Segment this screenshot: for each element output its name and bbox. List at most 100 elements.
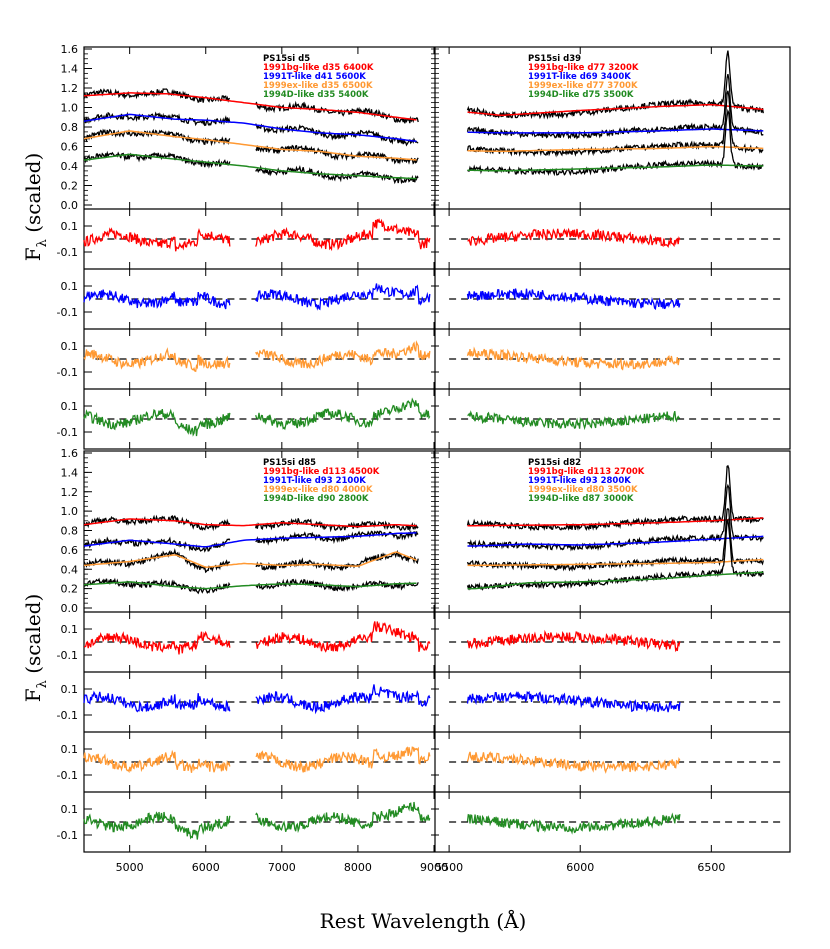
res-y-tick-label: 0.1 [61, 803, 79, 816]
y-tick-label: 0.0 [61, 602, 79, 615]
template-model [467, 145, 764, 153]
residual-curve [83, 746, 431, 774]
res-y-tick-label: 0.1 [61, 400, 79, 413]
residual-curve [83, 283, 431, 311]
x-tick-label: 7000 [268, 861, 296, 874]
template-model [83, 153, 417, 180]
x-axis-title: Rest Wavelength (Å) [320, 908, 527, 933]
y-axis-title-bottom: Fλ (scaled) [21, 594, 50, 703]
residual-curve [466, 751, 681, 774]
legend-title: PS15si d39 [528, 54, 581, 64]
y-axis-title-top-main: F [21, 247, 45, 261]
template-model [83, 532, 417, 548]
res-y-tick-label: -0.1 [57, 306, 78, 319]
residual-curve [467, 410, 681, 431]
y-tick-label: 1.4 [61, 466, 79, 479]
res-y-tick-label: -0.1 [57, 426, 78, 439]
y-axis-title-bottom-suffix: (scaled) [21, 594, 45, 680]
legend-title: PS15si d85 [263, 458, 316, 468]
y-tick-label: 0.6 [61, 141, 79, 154]
y-axis-title-top-sub: λ [35, 239, 50, 247]
x-tick-label: 6000 [566, 861, 594, 874]
res-y-tick-label: 0.1 [61, 220, 79, 233]
legend-title: PS15si d82 [528, 458, 581, 468]
legend-title: PS15si d5 [263, 54, 310, 64]
observed-spectrum [83, 514, 419, 533]
legend-entry: 1991bg-like d113 4500K [263, 467, 380, 477]
y-tick-label: 1.6 [61, 447, 79, 460]
observed-spectrum [466, 50, 764, 120]
legend-entry: 1991T-like d69 3400K [528, 72, 631, 82]
x-tick-label: 5500 [435, 861, 463, 874]
residual-curve [466, 629, 681, 653]
y-tick-label: 1.0 [61, 505, 79, 518]
axes-layer [83, 46, 791, 853]
y-tick-label: 1.2 [61, 486, 79, 499]
y-tick-label: 1.4 [61, 63, 79, 76]
y-axis-title-bottom-main: F [21, 688, 45, 702]
x-tick-label: 6000 [192, 861, 220, 874]
observed-spectrum [83, 111, 419, 147]
y-axis-title-bottom-sub: λ [35, 680, 50, 688]
legend-entry: 1991bg-like d35 6400K [263, 63, 374, 73]
legend-entry: 1994D-like d75 3500K [528, 90, 634, 100]
y-tick-label: 0.0 [61, 199, 79, 212]
y-tick-label: 1.0 [61, 102, 79, 115]
block-frame [83, 46, 791, 450]
legend-entry: 1991T-like d93 2100K [263, 476, 366, 486]
y-axis-title-top: Fλ (scaled) [21, 153, 50, 262]
y-tick-label: 0.8 [61, 525, 79, 538]
y-tick-label: 0.2 [61, 180, 79, 193]
y-tick-label: 0.4 [61, 563, 79, 576]
residual-curve [466, 812, 681, 835]
legend-entry: 1999ex-like d77 3700K [528, 81, 638, 91]
residual-curve [83, 801, 431, 840]
observed-spectrum [83, 150, 419, 185]
legend-entry: 1999ex-like d80 4000K [263, 485, 373, 495]
res-y-tick-label: -0.1 [57, 769, 78, 782]
template-model [83, 113, 417, 143]
x-tick-label: 8000 [344, 861, 372, 874]
res-y-tick-label: -0.1 [57, 829, 78, 842]
observed-spectrum [466, 518, 764, 591]
observed-spectrum [83, 128, 419, 165]
legend-entry: 1999ex-like d80 3500K [528, 485, 638, 495]
res-y-tick-label: -0.1 [57, 649, 78, 662]
svg-text:Fλ (scaled): Fλ (scaled) [21, 153, 50, 262]
residual-curve [83, 397, 431, 437]
residual-curve [466, 346, 681, 371]
residual-curve [466, 288, 681, 311]
template-model [467, 164, 764, 172]
text-layer: 0.0 0.2 0.4 0.6 0.8 1.0 1.2 1.4 1.6 0.1 -0.1 0.1 -0.… [57, 43, 726, 874]
legend-entry: 1994D-like d87 3000K [528, 494, 634, 504]
y-tick-label: 0.8 [61, 121, 79, 134]
legend-entry: 1991bg-like d113 2700K [528, 467, 645, 477]
template-model [467, 535, 764, 547]
residual-curve [467, 227, 681, 249]
legend-entry: 1991bg-like d77 3200K [528, 63, 639, 73]
template-model [83, 92, 417, 121]
block-frame [83, 450, 791, 853]
residual-curve [83, 621, 431, 655]
res-y-tick-label: -0.1 [57, 366, 78, 379]
template-model [467, 103, 764, 116]
template-model [467, 128, 764, 134]
x-tick-label: 6500 [697, 861, 725, 874]
legend-entry: 1999ex-like d35 6500K [263, 81, 373, 91]
residual-curve [83, 684, 431, 715]
residual-curve [83, 340, 431, 373]
res-y-tick-label: 0.1 [61, 743, 79, 756]
residual-curve [466, 690, 681, 713]
data-layer [83, 50, 782, 840]
res-y-tick-label: 0.1 [61, 683, 79, 696]
y-tick-label: 1.6 [61, 43, 79, 56]
res-y-tick-label: -0.1 [57, 709, 78, 722]
x-tick-label: 9000 [420, 861, 448, 874]
y-axis-title-top-suffix: (scaled) [21, 153, 45, 239]
observed-spectrum [466, 90, 764, 158]
template-model [83, 518, 417, 528]
template-model [83, 581, 417, 590]
legend-entry: 1991T-like d41 5600K [263, 72, 366, 82]
y-tick-label: 0.2 [61, 583, 79, 596]
